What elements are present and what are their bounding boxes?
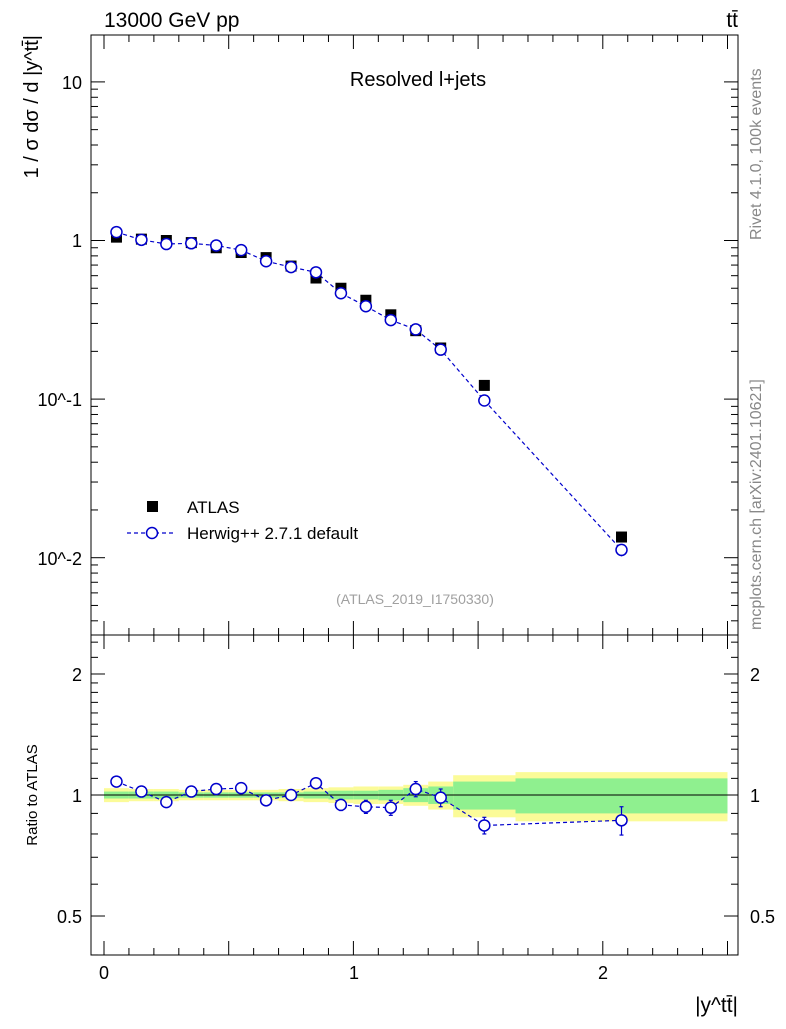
ratio-mc-point	[384, 801, 398, 814]
ratio-ytick-label-1: 1	[72, 786, 82, 806]
main-ytick-labels: 10^-2 10^-1 1 10	[38, 73, 82, 569]
ratio-mc-point	[259, 794, 273, 807]
mc-point	[384, 313, 398, 327]
mc-point	[478, 394, 491, 407]
main-ytick-label-0.1: 10^-1	[38, 390, 82, 410]
mc-line	[116, 231, 622, 551]
mc-point	[359, 299, 373, 313]
legend: ATLAS Herwig++ 2.7.1 default	[127, 498, 358, 543]
mc-point	[309, 266, 323, 279]
ratio-mc-point	[409, 782, 422, 796]
mcplots-label: mcplots.cern.ch [arXiv:2401.10621]	[748, 379, 765, 630]
xtick-label-0: 0	[99, 963, 109, 983]
main-ylabel: 1 / σ dσ / d |y^tt̄|	[21, 35, 43, 178]
legend-atlas-marker	[147, 501, 158, 512]
atlas-point	[478, 379, 490, 391]
ratio-ytick-labels-left: 0.5 1 2	[57, 665, 82, 927]
energy-label: 13000 GeV pp	[104, 9, 239, 32]
legend-atlas-label: ATLAS	[187, 498, 240, 517]
mc-point	[135, 233, 148, 247]
ratio-mc-point	[434, 791, 447, 804]
ratio-mc-point	[334, 798, 348, 812]
x-axis: 0 1 2 |y^tt̄|	[99, 963, 738, 1017]
ratio-series	[110, 775, 628, 836]
ratio-mc-point	[209, 782, 223, 796]
main-ytick-label-0.01: 10^-2	[38, 549, 82, 569]
ratio-mc-point	[309, 776, 323, 790]
xtick-label-2: 2	[598, 963, 608, 983]
mc-point	[160, 237, 173, 251]
legend-mc-marker	[145, 526, 159, 540]
x-axis-label: |y^tt̄|	[695, 994, 738, 1017]
main-yticks	[91, 81, 738, 622]
main-ytick-label-10: 10	[62, 73, 82, 93]
ratio-mc-point	[234, 781, 248, 795]
xtick-label-1: 1	[349, 963, 359, 983]
main-ytick-label-1: 1	[72, 231, 82, 251]
mc-point	[615, 543, 628, 557]
mc-point	[234, 243, 248, 257]
ratio-ytick-label-2: 2	[72, 665, 82, 685]
ratio-mc-point	[135, 785, 148, 798]
ratio-mc-point	[284, 788, 298, 802]
ratio-ytick-label-right-1: 1	[750, 786, 760, 806]
ratio-xticks	[103, 635, 728, 955]
main-series	[110, 225, 628, 557]
ratio-ytick-label-right-0.5: 0.5	[750, 907, 775, 927]
ratio-mc-point	[160, 795, 173, 809]
ratio-ylabel: Ratio to ATLAS	[24, 744, 41, 845]
mc-point	[209, 239, 223, 252]
ratio-mc-point	[110, 775, 123, 788]
ratio-mc-point	[478, 819, 491, 832]
ratio-band-stat	[453, 781, 516, 810]
ratio-mc-point	[185, 785, 198, 798]
main-plot: Resolved l+jets (ATLAS_2019_I1750330) 1 …	[21, 34, 739, 636]
ratio-yticks	[91, 641, 738, 956]
ratio-mc-line	[116, 781, 622, 827]
mc-point	[284, 260, 298, 274]
mc-point	[334, 286, 348, 300]
mc-point	[259, 254, 273, 268]
rivet-label: Rivet 4.1.0, 100k events	[748, 68, 765, 240]
mc-point	[409, 323, 422, 336]
atlas-point	[616, 531, 628, 543]
ratio-ytick-labels-right: 0.5 1 2	[750, 665, 775, 927]
ratio-ytick-label-right-2: 2	[750, 665, 760, 685]
analysis-id: (ATLAS_2019_I1750330)	[336, 591, 494, 607]
ratio-plot: Ratio to ATLAS 0.5 1 2 0.5 1 2	[24, 634, 775, 956]
process-label: tt̄	[726, 9, 738, 32]
ratio-mc-point	[615, 814, 628, 827]
legend-mc-label: Herwig++ 2.7.1 default	[187, 524, 358, 543]
mc-point	[185, 237, 198, 250]
mc-point	[110, 225, 123, 239]
main-plot-title: Resolved l+jets	[350, 69, 486, 91]
ratio-ytick-label-0.5: 0.5	[57, 907, 82, 927]
ratio-mc-point	[359, 800, 373, 813]
main-xticks	[103, 35, 728, 635]
mc-point	[434, 343, 447, 356]
